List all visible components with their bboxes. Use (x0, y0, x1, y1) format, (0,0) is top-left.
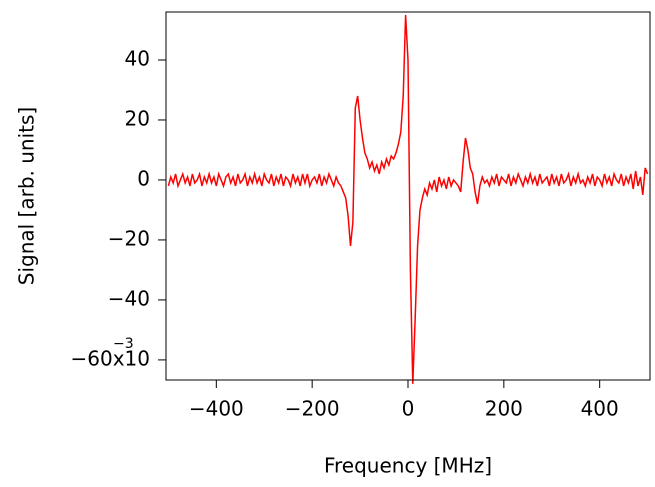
x-tick-label: 0 (402, 397, 415, 421)
y-tick-label: 40 (125, 46, 150, 70)
plot-frame (165, 11, 651, 381)
y-tick-label: 20 (125, 106, 150, 130)
y-tick-label: −60x10 (71, 346, 151, 370)
y-tick-label: −40 (108, 286, 150, 310)
x-tick-label: 400 (581, 397, 619, 421)
y-exponent: −3 (113, 336, 134, 352)
x-axis-label: Frequency [MHz] (324, 454, 492, 478)
y-tick-label: −20 (108, 226, 150, 250)
x-tick-label: 200 (485, 397, 523, 421)
signal-line (167, 14, 649, 384)
y-tick-label: 0 (137, 166, 150, 190)
x-tick-label: −400 (189, 397, 244, 421)
y-axis-label: Signal [arb. units] (15, 107, 39, 285)
x-tick-label: −200 (285, 397, 340, 421)
